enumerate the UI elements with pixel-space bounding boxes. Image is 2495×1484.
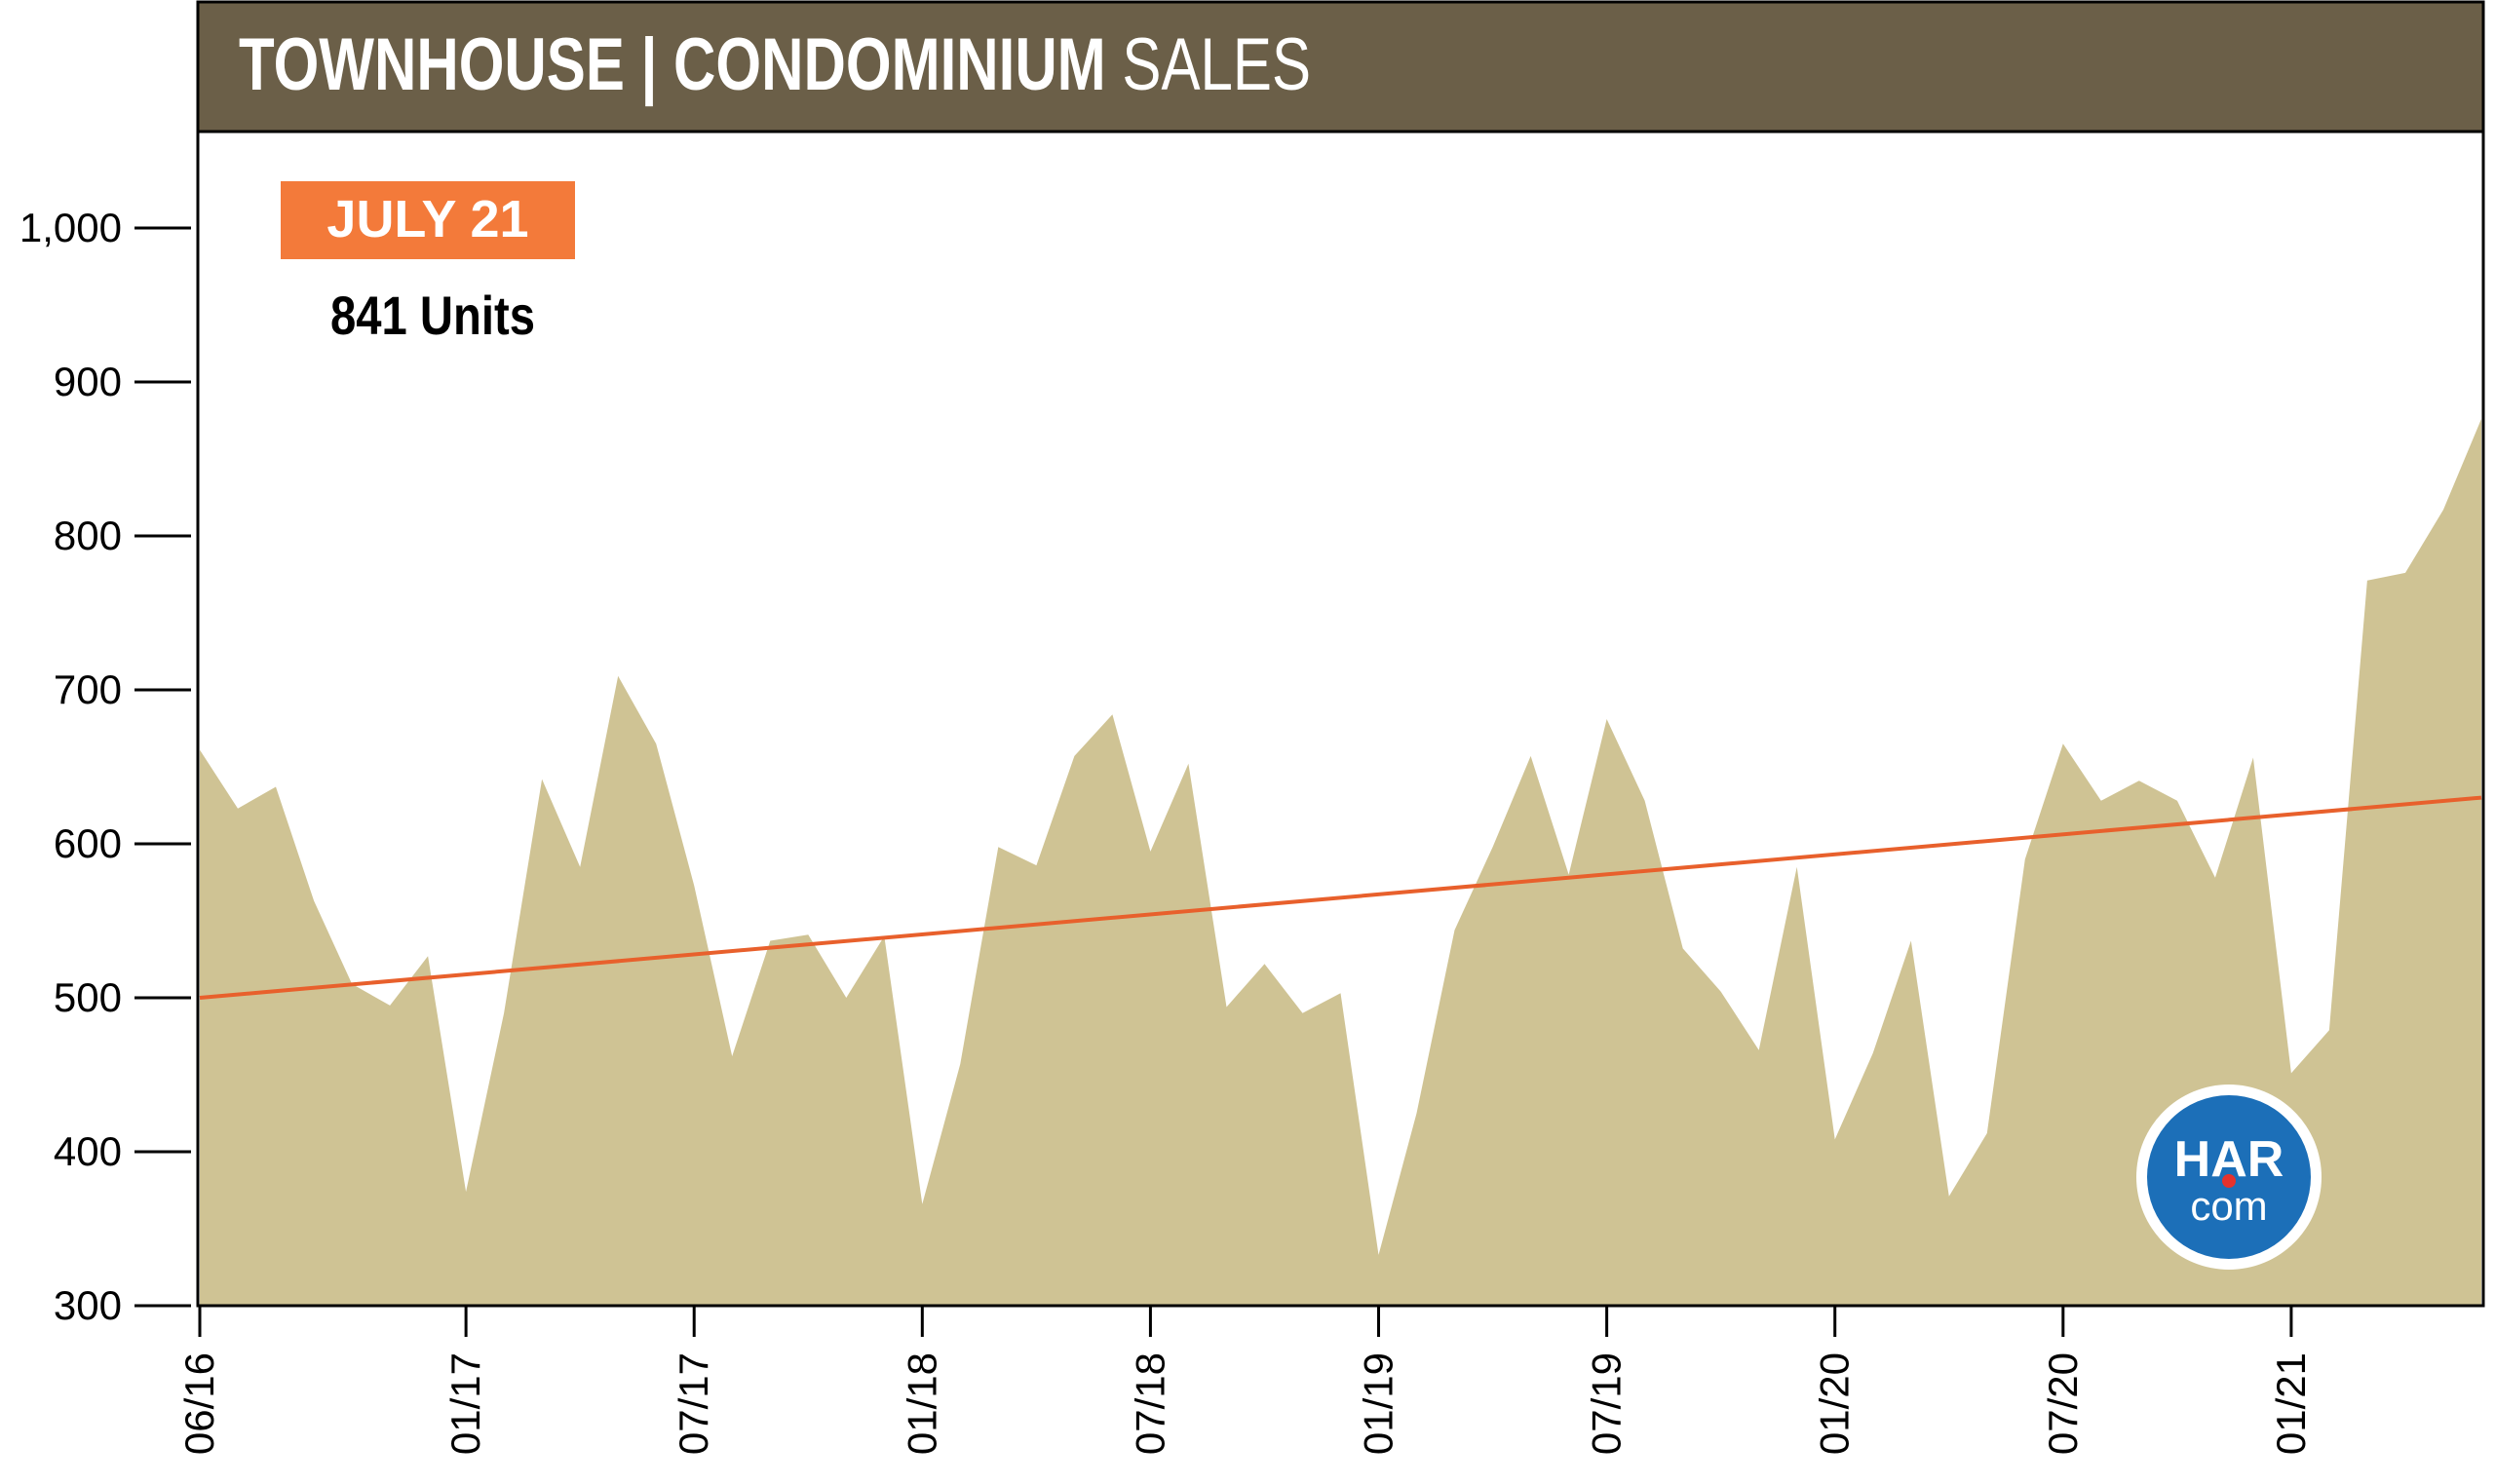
x-tick-label: 07/19 <box>1584 1352 1630 1455</box>
x-tick-label: 01/18 <box>899 1352 944 1455</box>
x-tick-label: 07/18 <box>1127 1352 1172 1455</box>
x-tick-label: 07/17 <box>671 1352 716 1455</box>
header-title-light: SALES <box>1106 23 1311 106</box>
trend-layer <box>199 795 2482 1000</box>
area-layer <box>200 418 2481 1306</box>
x-tick-label: 01/17 <box>442 1352 488 1455</box>
y-tick-label: 500 <box>54 974 122 1020</box>
callout-label: JULY 21 <box>326 190 528 248</box>
trend-line <box>199 795 2482 1000</box>
callout-value: 841 Units <box>330 285 535 346</box>
y-tick-label: 700 <box>54 666 122 712</box>
y-tick-label: 800 <box>54 513 122 558</box>
y-tick-label: 300 <box>54 1282 122 1328</box>
har-logo: HAR com <box>2136 1084 2322 1270</box>
y-tick-label: 600 <box>54 820 122 866</box>
header-background <box>196 0 2485 133</box>
y-tick-label: 900 <box>54 359 122 404</box>
x-tick-label: 01/21 <box>2268 1352 2314 1455</box>
header-title-bold: TOWNHOUSE | CONDOMINIUM <box>239 23 1106 107</box>
x-tick-label: 06/16 <box>176 1352 222 1455</box>
logo-bottom-text: com <box>2190 1183 2267 1229</box>
y-tick-label: 1,000 <box>19 205 122 250</box>
callout-badge <box>281 181 575 259</box>
header-title: TOWNHOUSE | CONDOMINIUM SALES <box>239 23 1311 107</box>
x-tick-label: 01/20 <box>1812 1352 1858 1455</box>
x-tick-label: 07/20 <box>2040 1352 2086 1455</box>
sales-area <box>200 418 2481 1306</box>
y-tick-label: 400 <box>54 1128 122 1174</box>
axis-layer: 300 400 500 600 700 800 900 1,000 06/16 01/17 07/1… <box>19 205 2483 1455</box>
x-tick-label: 01/19 <box>1356 1352 1401 1455</box>
header-bar: TOWNHOUSE | CONDOMINIUM SALES <box>196 0 2485 133</box>
callout: JULY 21 841 Units <box>281 181 575 346</box>
logo-dot <box>2222 1174 2236 1188</box>
